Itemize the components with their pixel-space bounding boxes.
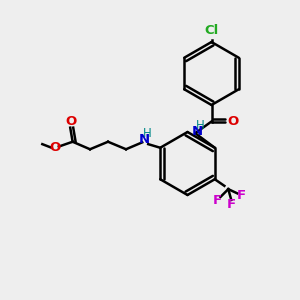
Text: N: N [139,133,150,146]
Text: F: F [236,189,245,202]
Text: F: F [227,198,236,211]
Text: Cl: Cl [204,24,219,37]
Text: H: H [196,118,205,132]
Text: H: H [142,127,152,140]
Text: N: N [191,124,203,138]
Text: O: O [65,115,77,128]
Text: F: F [212,194,221,207]
Text: O: O [227,115,239,128]
Text: O: O [50,141,61,154]
